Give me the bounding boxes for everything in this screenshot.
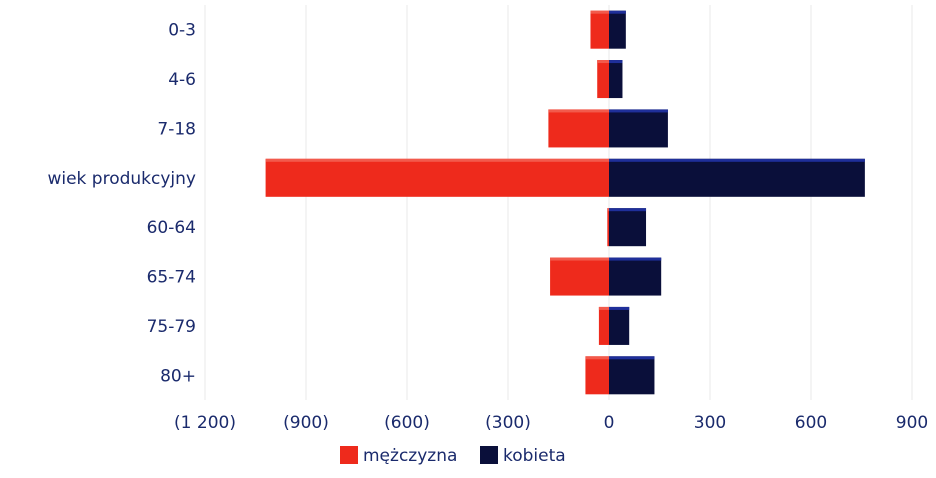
bar-highlight (598, 306, 609, 310)
category-label: 4-6 (168, 70, 196, 90)
bar-highlight (609, 208, 647, 212)
vertical-gridlines (204, 5, 913, 400)
x-tick-label: 300 (694, 413, 726, 433)
legend-label: mężczyzna (363, 446, 457, 466)
category-label: 65-74 (147, 268, 196, 288)
bar-highlight (548, 109, 609, 113)
x-tick-label: (1 200) (174, 413, 236, 433)
x-tick-label: 600 (795, 413, 827, 433)
bar-highlight (550, 257, 609, 261)
bar-highlight (609, 10, 626, 14)
legend-swatch (480, 446, 498, 464)
bar-male (607, 208, 609, 247)
x-axis-tick-labels: (1 200) (900) (600) (300) 0 300 600 900 (174, 413, 928, 433)
bar-female (609, 109, 668, 148)
category-label: 75-79 (147, 317, 196, 337)
category-label: 80+ (160, 366, 196, 386)
bar-highlight (597, 60, 609, 64)
bar-highlight (609, 109, 668, 113)
bar-male (590, 10, 609, 49)
category-label: wiek produkcyjny (47, 169, 196, 189)
x-tick-label: 0 (604, 413, 615, 433)
x-tick-label: (300) (485, 413, 531, 433)
bar-highlight (609, 356, 655, 360)
legend-label: kobieta (503, 446, 566, 466)
bar-highlight (609, 306, 630, 310)
bar-female (609, 60, 623, 99)
bar-male (585, 356, 609, 395)
bar-female (609, 158, 865, 197)
bar-female (609, 10, 626, 49)
bar-highlight (609, 60, 623, 64)
bar-male (550, 257, 609, 296)
bar-highlight (585, 356, 609, 360)
x-tick-label: (600) (384, 413, 430, 433)
bar-highlight (265, 158, 609, 162)
category-label: 0-3 (168, 21, 196, 41)
bar-female (609, 356, 655, 395)
x-tick-label: 900 (896, 413, 928, 433)
bar-male (597, 60, 609, 99)
bar-highlight (609, 158, 865, 162)
category-label: 60-64 (147, 218, 196, 238)
bar-male (265, 158, 609, 197)
legend-swatch (340, 446, 358, 464)
x-tick-label: (900) (283, 413, 329, 433)
bars (265, 10, 865, 395)
bar-male (598, 306, 609, 345)
bar-highlight (607, 208, 609, 212)
bar-female (609, 257, 662, 296)
bar-female (609, 208, 647, 247)
category-labels: 0-3 4-6 7-18 wiek produkcyjny 60-64 65-74 75-7… (47, 21, 196, 387)
bar-highlight (590, 10, 609, 14)
bar-female (609, 306, 630, 345)
category-label: 7-18 (157, 119, 196, 139)
bar-highlight (609, 257, 662, 261)
bar-male (548, 109, 609, 148)
legend: mężczyzna kobieta (340, 446, 566, 466)
